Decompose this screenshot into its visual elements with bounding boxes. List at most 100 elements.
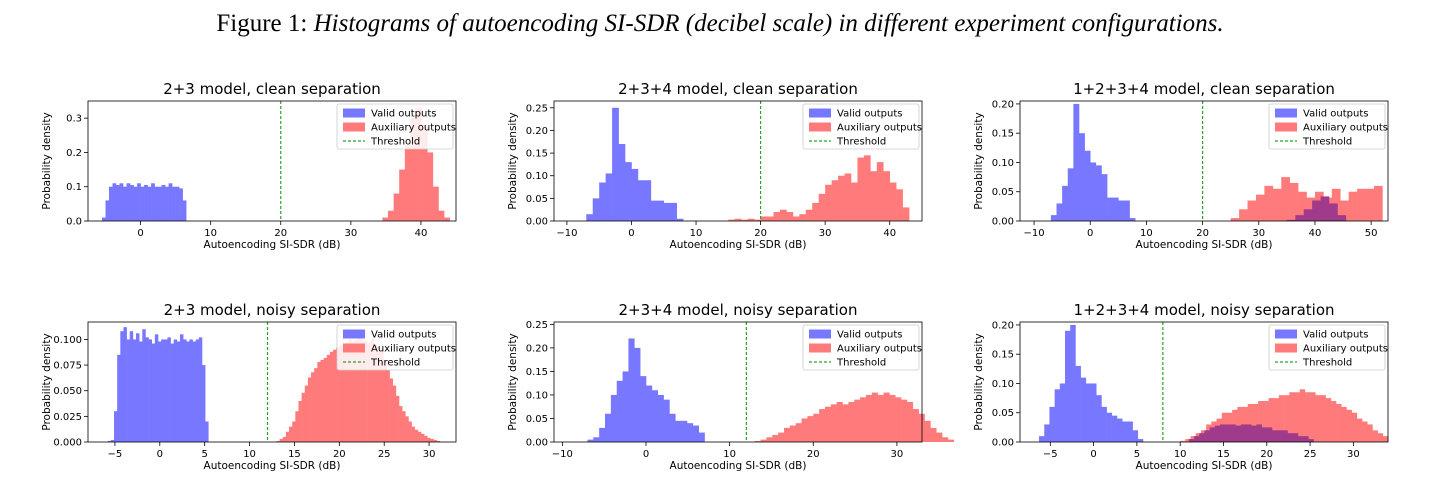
histogram-bar: [151, 183, 155, 221]
legend-auxiliary-outputs-swatch: [809, 122, 831, 132]
x-tick-label: 10: [204, 228, 217, 239]
legend-valid-outputs-swatch: [809, 329, 831, 339]
chart-title: 2+3+4 model, clean separation: [618, 80, 858, 98]
histogram-bar: [301, 392, 306, 442]
y-axis-label: Probability density: [41, 112, 53, 209]
histogram-bar: [863, 155, 871, 221]
chart-title: 2+3 model, noisy separation: [164, 301, 381, 319]
histogram-bar: [339, 344, 343, 442]
histogram-bar: [158, 186, 162, 221]
histogram-bar: [1084, 150, 1091, 221]
histogram-bar: [772, 434, 779, 442]
histogram-bar: [692, 425, 699, 442]
histogram-bar: [110, 439, 115, 442]
legend-threshold-label: Threshold: [836, 358, 886, 369]
histogram-bar: [377, 346, 381, 442]
chart-title: 2+3+4 model, noisy separation: [619, 301, 858, 319]
histogram-bar: [947, 439, 955, 442]
histogram-bar: [681, 420, 688, 442]
series-valid-outputs: [1050, 103, 1136, 221]
histogram-bar: [1294, 392, 1300, 442]
histogram-bar: [1258, 401, 1264, 442]
histogram-bar: [408, 421, 412, 442]
histogram-bar: [276, 440, 280, 442]
histogram-bar: [109, 186, 113, 221]
histogram-bar: [1194, 436, 1200, 442]
histogram-bar: [292, 421, 296, 442]
histogram-bar: [444, 217, 450, 221]
legend-box: [802, 324, 920, 371]
histogram-bar: [807, 416, 814, 442]
histogram-bar: [850, 182, 858, 221]
histogram-bar: [1112, 197, 1119, 221]
histogram-bar: [1059, 383, 1066, 442]
plot-frame: [87, 321, 457, 443]
histogram-bar: [1351, 412, 1358, 442]
series-overlap: [1188, 424, 1314, 442]
x-tick-label: 20: [333, 449, 346, 460]
histogram-bar: [779, 209, 787, 221]
histogram-bar: [605, 413, 612, 442]
histogram-bar: [651, 390, 659, 442]
histogram-bar: [336, 347, 340, 442]
x-tick-label: 20: [754, 228, 767, 239]
y-tick-label: 0.0: [66, 217, 82, 228]
x-axis-label: Autoencoding SI-SDR (dB): [204, 460, 341, 472]
x-tick-label: 10: [723, 449, 736, 460]
histogram-bar: [358, 337, 362, 442]
histogram-bar: [176, 341, 181, 442]
histogram-panel-1-2-3-4-clean: 1+2+3+4 model, clean separation −10 0 10 20 3…: [973, 80, 1389, 251]
histogram-bar: [1132, 430, 1139, 442]
y-tick-label: 0.00: [992, 438, 1014, 449]
histogram-bar: [1292, 433, 1299, 442]
histogram-bar: [348, 339, 353, 442]
y-tick-label: 0.15: [526, 149, 548, 160]
histogram-bar: [1247, 403, 1254, 442]
caption-prefix: Figure 1:: [216, 10, 308, 37]
histogram-bar: [640, 376, 647, 442]
legend: Valid outputs Auxiliary outputs Threshold: [802, 324, 922, 371]
series-auxiliary-outputs: [276, 337, 441, 442]
x-tick-label: 40: [415, 228, 428, 239]
histogram-bar: [1303, 209, 1313, 221]
histogram-bar: [848, 402, 855, 442]
histogram-bar: [142, 329, 146, 442]
x-tick-label: 30: [819, 228, 832, 239]
histogram-bar: [1299, 389, 1306, 442]
histogram-bar: [314, 368, 318, 442]
histogram-bar: [126, 339, 131, 442]
histogram-bar: [405, 416, 409, 442]
y-tick-label: 0.10: [526, 171, 548, 182]
histogram-bar: [198, 337, 203, 442]
histogram-bar: [1106, 412, 1113, 442]
histogram-bar: [388, 210, 394, 221]
histogram-bar: [924, 420, 931, 442]
histogram-bar: [1252, 403, 1259, 442]
histogram-bar: [117, 354, 121, 442]
histogram-bar: [616, 380, 623, 442]
legend: Valid outputs Auxiliary outputs Threshold: [336, 103, 456, 150]
legend-auxiliary-outputs-label: Auxiliary outputs: [1303, 123, 1388, 134]
caption-text: Histograms of autoencoding SI-SDR (decib…: [313, 10, 1224, 37]
legend-valid-outputs-label: Valid outputs: [1303, 330, 1368, 341]
histogram-bar: [1050, 215, 1057, 221]
histogram-bar: [137, 183, 141, 221]
histogram-bar: [1101, 406, 1107, 442]
legend-auxiliary-outputs-label: Auxiliary outputs: [371, 344, 456, 355]
histogram-bar: [382, 217, 389, 221]
histogram-bar: [1062, 185, 1069, 221]
histogram-bar: [1180, 440, 1186, 442]
histogram-bar: [1315, 395, 1321, 442]
plot-frame: [553, 321, 923, 443]
histogram-bar: [170, 343, 175, 442]
histogram-bar: [906, 402, 914, 442]
legend-auxiliary-outputs-label: Auxiliary outputs: [371, 123, 456, 134]
histogram-bar: [189, 339, 193, 442]
legend-valid-outputs-swatch: [343, 329, 365, 339]
histogram-bar: [1235, 425, 1242, 442]
x-tick-label: −5: [1043, 449, 1058, 460]
histogram-bar: [1230, 424, 1236, 442]
histogram-bar: [912, 409, 919, 442]
histogram-bar: [902, 207, 910, 221]
histogram-bar: [130, 185, 134, 221]
